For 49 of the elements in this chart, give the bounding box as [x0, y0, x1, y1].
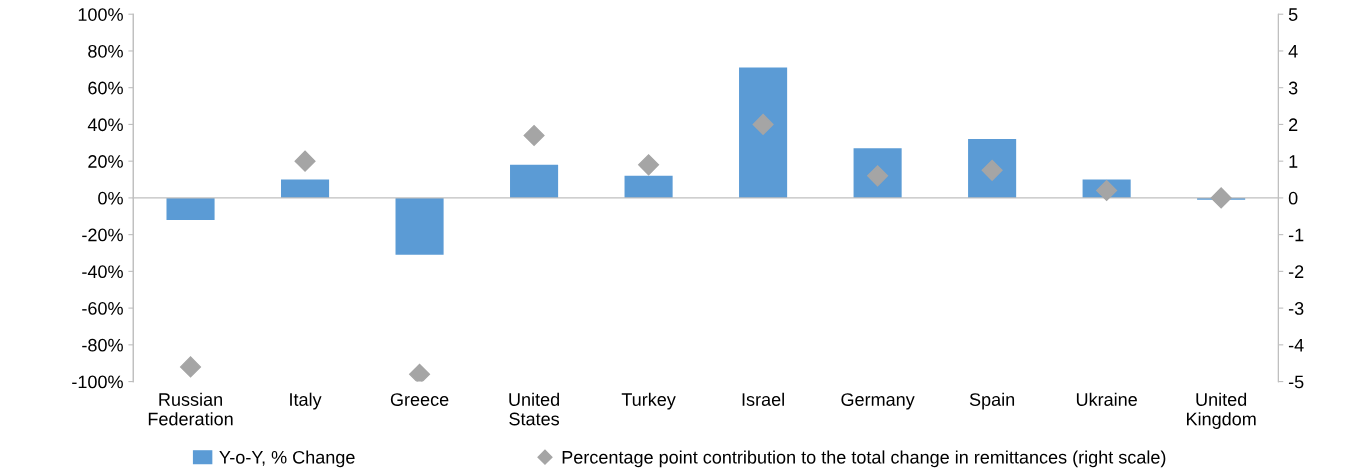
point	[638, 154, 660, 176]
y-tick-label: 20%	[88, 155, 123, 168]
x-tick-label: United Kingdom	[1187, 392, 1256, 429]
x-tick-label: Russian Federation	[148, 392, 233, 426]
y2-tick-label: 0	[1288, 191, 1298, 205]
y-tick-label: -100%	[72, 375, 123, 389]
point	[1096, 180, 1118, 202]
y2-tick-label: 3	[1288, 81, 1298, 95]
y2-tick-label: -5	[1288, 375, 1304, 389]
y2-tick-label: 1	[1289, 155, 1298, 168]
bar	[739, 67, 788, 198]
point	[1210, 187, 1232, 209]
x-tick-label: Turkey	[621, 392, 676, 410]
y-tick-label: 0%	[98, 191, 123, 205]
legend-label: Y-o-Y, % Change	[219, 450, 355, 468]
y-tick-label: 80%	[88, 44, 123, 58]
x-tick-label: Italy	[290, 392, 322, 410]
x-tick-label: Germany	[841, 393, 915, 410]
legend-label: Percentage point contribution to the total change in remittances (right scale)	[562, 450, 1166, 468]
y2-tick-label: -3	[1288, 302, 1304, 315]
bar	[395, 197, 444, 255]
bar	[510, 164, 559, 198]
x-tick-label: Ukraine	[1076, 392, 1137, 406]
y2-tick-label: -1	[1288, 228, 1304, 242]
y-tick-label: -60%	[82, 302, 123, 315]
point	[294, 150, 316, 172]
y2-tick-label: 2	[1289, 118, 1298, 131]
point	[409, 363, 431, 382]
x-tick-label: Greece	[390, 393, 449, 406]
y2-tick-label: 5	[1288, 8, 1298, 21]
y2-tick-label: -2	[1288, 265, 1304, 278]
y2-tick-label: 4	[1288, 45, 1298, 58]
bar	[968, 139, 1017, 198]
bar	[624, 175, 673, 198]
x-tick-label: Spain	[969, 392, 1015, 410]
point	[752, 113, 774, 135]
x-tick-label: Israel	[742, 392, 784, 406]
point	[180, 356, 202, 378]
y-tick-label: 40%	[87, 118, 123, 132]
y-tick-label: 60%	[88, 81, 123, 95]
point	[523, 124, 545, 146]
y-tick-label: -40%	[82, 265, 123, 279]
y-tick-label: -20%	[82, 228, 123, 242]
y-tick-label: -80%	[82, 338, 123, 352]
bar	[166, 197, 215, 220]
y2-tick-label: -4	[1288, 338, 1304, 352]
y-tick-label: 100%	[78, 8, 123, 21]
bar	[281, 179, 330, 198]
x-tick-label: United States	[509, 392, 560, 426]
